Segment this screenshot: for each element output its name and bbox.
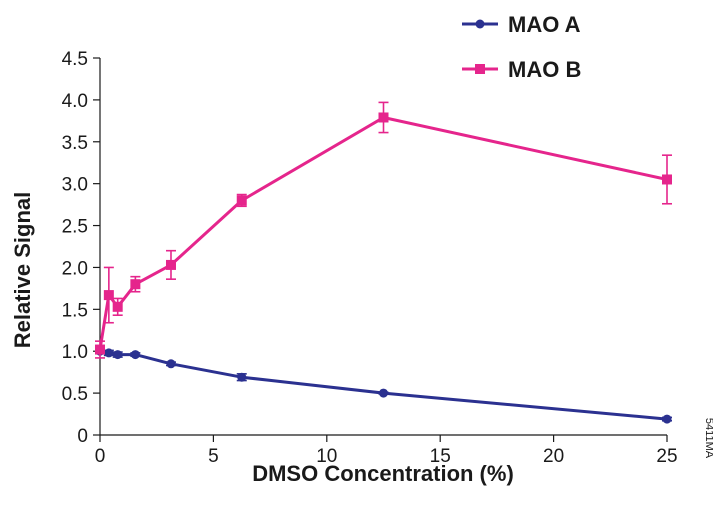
- data-point: [95, 344, 105, 355]
- series-layer: [95, 101, 672, 424]
- series-line-mao-a: [99, 349, 668, 421]
- legend-label: MAO A: [508, 12, 581, 37]
- x-axis-title: DMSO Concentration (%): [252, 461, 514, 486]
- y-tick-label: 3.0: [62, 175, 88, 196]
- y-tick-label: 4.5: [62, 49, 88, 70]
- data-point: [104, 348, 114, 358]
- data-point: [130, 279, 141, 290]
- data-point: [165, 259, 176, 270]
- y-tick-label: 1.0: [62, 342, 88, 363]
- series-mao-b: [95, 101, 672, 359]
- legend: MAO A MAO B: [462, 12, 581, 82]
- y-tick-label: 2.0: [62, 258, 88, 279]
- data-point: [379, 388, 388, 398]
- y-tick-label: 0: [77, 426, 88, 447]
- x-tick-label: 0: [95, 446, 106, 467]
- x-tick-label: 15: [430, 446, 451, 467]
- y-axis-title: Relative Signal: [10, 192, 35, 349]
- figure-id-label: 5411MA: [703, 418, 713, 459]
- x-tick-label: 10: [316, 446, 337, 467]
- y-ticks: 0 0.5 1.0 1.5 2.0 2.5 3.0 3.5 4.0 4.5: [62, 49, 100, 447]
- y-tick-label: 3.5: [62, 133, 88, 154]
- data-point: [236, 195, 247, 206]
- legend-label: MAO B: [508, 57, 581, 82]
- legend-item-mao-b: MAO B: [462, 57, 581, 82]
- y-tick-label: 1.5: [62, 300, 88, 321]
- data-point: [112, 301, 123, 312]
- series-line-mao-b: [98, 116, 668, 350]
- x-tick-label: 25: [656, 446, 677, 467]
- data-point: [166, 359, 176, 369]
- y-tick-label: 0.5: [62, 384, 88, 405]
- data-point: [662, 414, 672, 424]
- axes: [99, 58, 667, 436]
- x-ticks: 0 5 10 15 20 25: [95, 435, 678, 467]
- data-point: [662, 174, 672, 185]
- data-point: [237, 372, 247, 382]
- x-tick-label: 5: [208, 446, 219, 467]
- data-point: [378, 112, 389, 123]
- y-tick-label: 4.0: [62, 91, 88, 112]
- legend-swatch-marker: [475, 64, 485, 74]
- legend-item-mao-a: MAO A: [462, 12, 581, 37]
- series-mao-a: [95, 346, 672, 424]
- x-tick-label: 20: [543, 446, 564, 467]
- data-point: [113, 350, 123, 360]
- y-tick-label: 2.5: [62, 217, 88, 238]
- legend-swatch-marker: [475, 19, 485, 29]
- data-point: [130, 350, 140, 360]
- data-point: [103, 290, 114, 301]
